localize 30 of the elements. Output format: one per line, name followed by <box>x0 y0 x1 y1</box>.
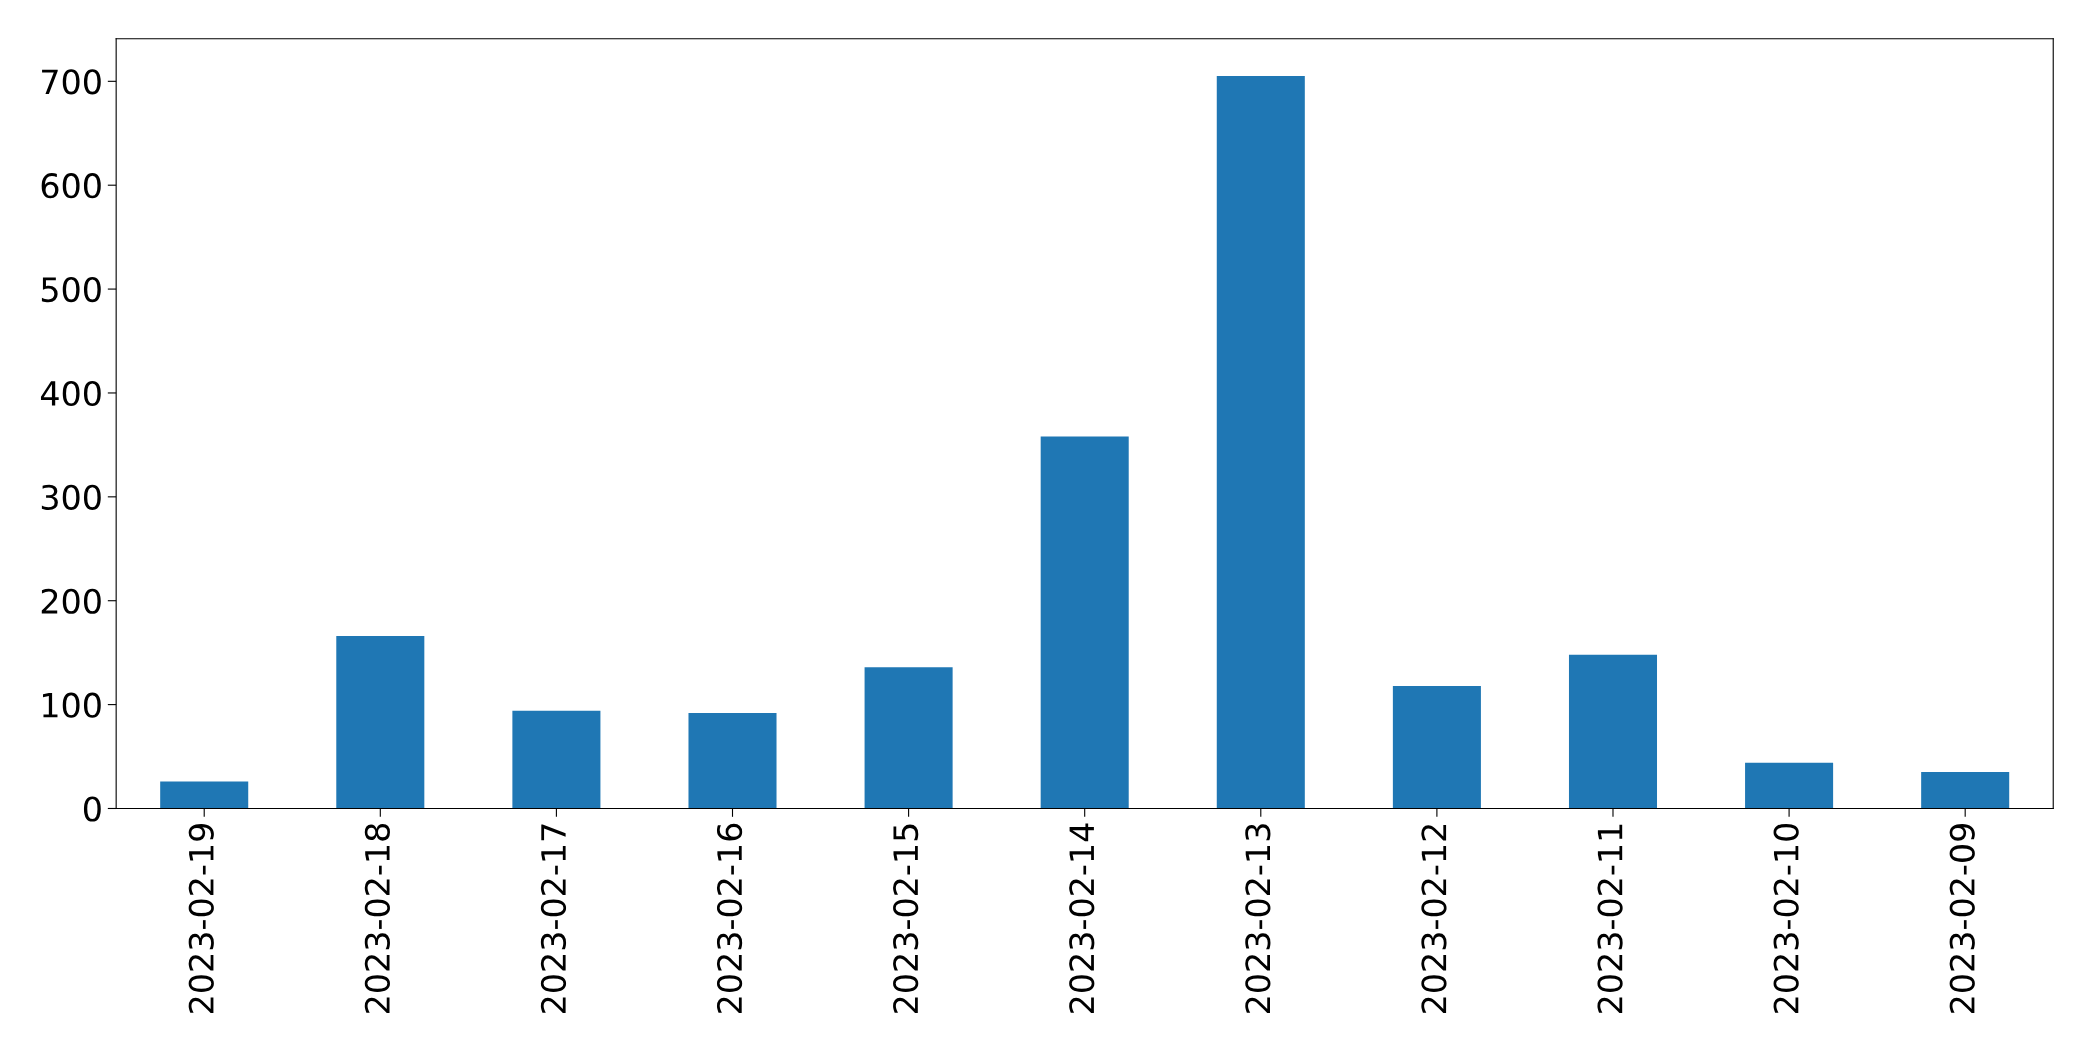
y-tick-label: 300 <box>41 484 101 510</box>
bar <box>1040 436 1129 809</box>
bar <box>336 636 425 809</box>
y-tick-label: 200 <box>41 588 101 614</box>
x-tick-label: 2023-02-15 <box>893 824 919 1013</box>
y-tick-label: 500 <box>41 277 101 303</box>
y-tick-label: 100 <box>43 692 101 718</box>
bar <box>1216 76 1305 809</box>
x-tick-label: 2023-02-12 <box>1421 825 1447 1013</box>
bar <box>864 667 953 809</box>
x-tick-label: 2023-02-18 <box>364 823 390 1013</box>
bar <box>1568 654 1658 809</box>
bar <box>160 781 249 809</box>
bar <box>688 712 777 809</box>
y-tick-label: 700 <box>42 69 101 95</box>
x-tick-label: 2023-02-09 <box>1949 824 1975 1013</box>
y-tick-label: 600 <box>41 173 101 199</box>
bar <box>1392 685 1481 809</box>
x-tick-label: 2023-02-13 <box>1245 824 1271 1013</box>
x-tick-label: 2023-02-14 <box>1069 823 1095 1013</box>
x-tick-label: 2023-02-19 <box>188 824 214 1013</box>
y-tick-label: 0 <box>83 796 101 822</box>
x-tick-label: 2023-02-17 <box>540 824 567 1013</box>
y-tick-label: 400 <box>40 380 101 407</box>
bar <box>512 710 601 809</box>
bar <box>1745 762 1834 809</box>
x-tick-label: 2023-02-11 <box>1597 824 1623 1013</box>
bar <box>1921 772 2010 809</box>
x-tick-label: 2023-02-10 <box>1773 823 1799 1013</box>
x-tick-label: 2023-02-16 <box>716 823 743 1013</box>
